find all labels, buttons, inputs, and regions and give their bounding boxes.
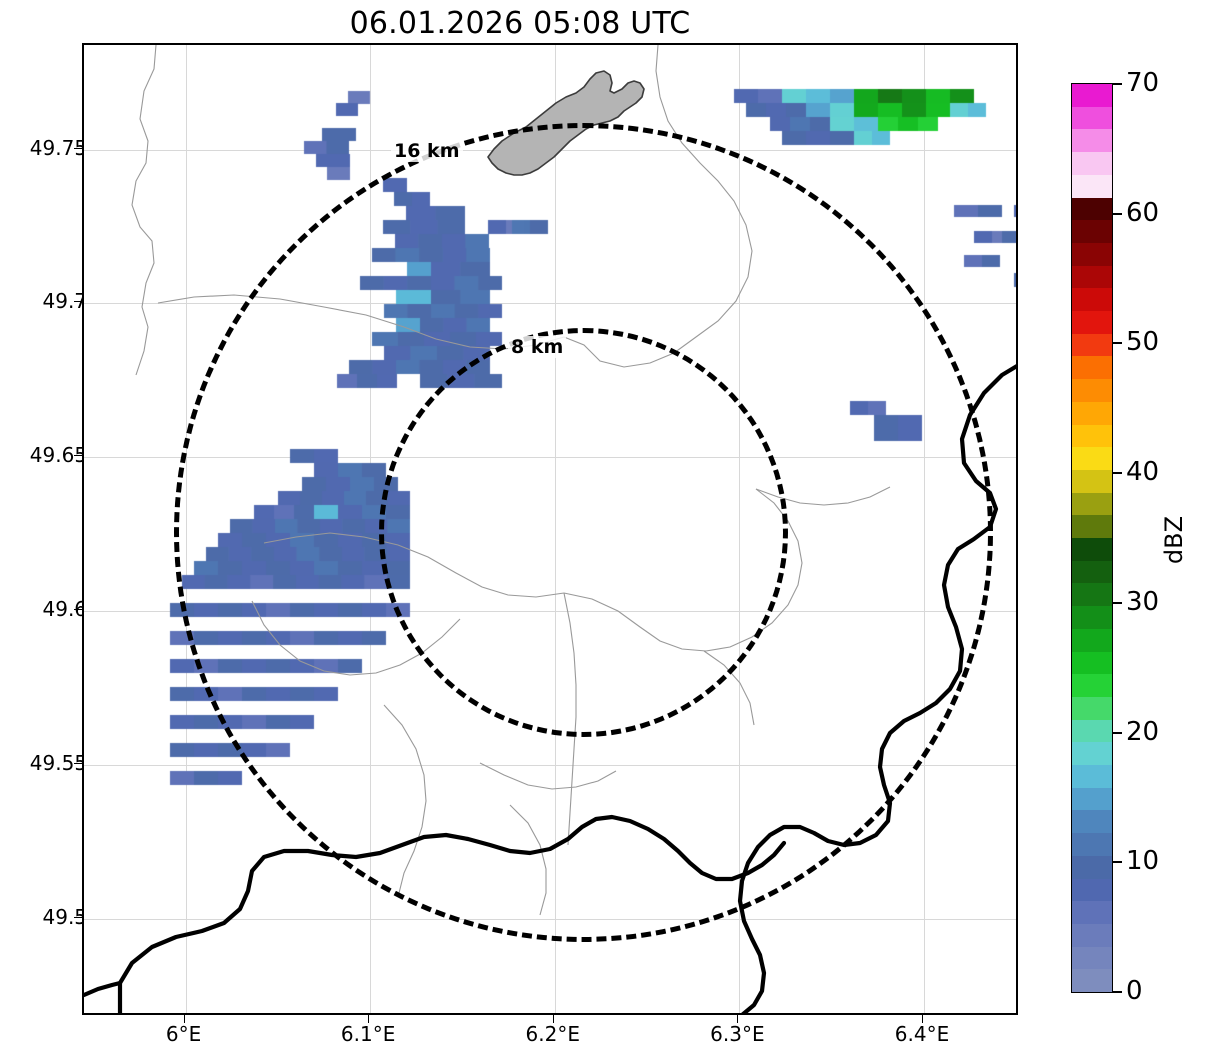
colorbar-band	[1072, 379, 1112, 402]
map-axes[interactable]: 16 km 8 km	[82, 43, 1018, 1015]
colorbar-tickmark	[1113, 342, 1122, 345]
colorbar-band	[1072, 152, 1112, 175]
longitude-tick-label-4: 6.4°E	[894, 1022, 950, 1046]
y-tickmark	[74, 762, 82, 764]
y-tickmark	[74, 916, 82, 918]
colorbar-tick-label-30: 30	[1126, 586, 1160, 617]
longitude-tick-label-2: 6.2°E	[525, 1022, 580, 1046]
colorbar-tickmark	[1113, 601, 1122, 604]
colorbar-band	[1072, 583, 1112, 607]
colorbar-band	[1072, 628, 1112, 652]
longitude-tick-label-0: 6°E	[165, 1022, 202, 1046]
colorbar-tick-label-60: 60	[1126, 197, 1160, 228]
colorbar-tickmark	[1113, 83, 1122, 85]
y-tickmark	[74, 147, 82, 149]
range-ring-16km	[173, 122, 993, 943]
colorbar-tickmark	[1113, 861, 1122, 864]
range-ring-label-8km: 8 km	[508, 336, 567, 358]
x-tickmark	[922, 1015, 923, 1023]
colorbar-tickmark	[1113, 472, 1122, 475]
colorbar-band	[1072, 469, 1112, 493]
colorbar-band	[1072, 174, 1112, 198]
y-tickmark	[74, 301, 82, 303]
colorbar-band	[1072, 606, 1112, 629]
colorbar-band	[1072, 833, 1112, 856]
colorbar-band	[1072, 288, 1112, 311]
range-ring-8km	[378, 327, 789, 738]
colorbar-band	[1072, 878, 1112, 902]
colorbar-band	[1072, 311, 1112, 334]
colorbar-band	[1072, 333, 1112, 357]
colorbar-tick-label-40: 40	[1126, 457, 1160, 488]
colorbar-band	[1072, 969, 1112, 992]
colorbar-band	[1072, 197, 1112, 221]
page-title: 06.01.2026 05:08 UTC	[349, 6, 691, 41]
colorbar-band	[1072, 515, 1112, 538]
colorbar-band	[1072, 901, 1112, 924]
colorbar-band	[1072, 923, 1112, 947]
x-tickmark	[737, 1015, 739, 1023]
x-tickmark	[368, 1015, 370, 1023]
colorbar-band	[1072, 242, 1112, 266]
colorbar-tickmark	[1113, 991, 1122, 993]
colorbar-band	[1072, 946, 1112, 970]
colorbar-tick-label-50: 50	[1126, 327, 1160, 358]
colorbar-tickmark	[1113, 731, 1122, 734]
colorbar-band	[1072, 538, 1112, 561]
colorbar-band	[1072, 401, 1112, 425]
colorbar-tickmark	[1113, 212, 1122, 215]
colorbar-band	[1072, 787, 1112, 811]
colorbar[interactable]	[1071, 83, 1113, 993]
y-tickmark	[74, 608, 82, 610]
colorbar-band	[1072, 84, 1112, 107]
colorbar-band	[1072, 220, 1112, 243]
colorbar-band	[1072, 855, 1112, 879]
colorbar-tick-label-10: 10	[1126, 846, 1160, 877]
colorbar-band	[1072, 356, 1112, 380]
colorbar-band	[1072, 719, 1112, 743]
colorbar-band	[1072, 129, 1112, 153]
colorbar-band	[1072, 492, 1112, 516]
colorbar-band	[1072, 447, 1112, 470]
longitude-tick-label-1: 6.1°E	[340, 1022, 396, 1046]
colorbar-band	[1072, 651, 1112, 675]
colorbar-band	[1072, 765, 1112, 788]
x-tickmark	[552, 1015, 554, 1023]
colorbar-band	[1072, 810, 1112, 834]
colorbar-band	[1072, 674, 1112, 697]
colorbar-title: dBZ	[1160, 515, 1188, 565]
colorbar-band	[1072, 742, 1112, 765]
colorbar-band	[1072, 696, 1112, 720]
colorbar-tick-label-20: 20	[1126, 716, 1160, 747]
colorbar-tick-label-70: 70	[1126, 68, 1160, 98]
range-ring-label-16km: 16 km	[391, 140, 463, 162]
colorbar-band	[1072, 424, 1112, 448]
colorbar-tick-label-0: 0	[1126, 976, 1143, 1006]
colorbar-band	[1072, 106, 1112, 130]
map-clip: 16 km 8 km	[84, 45, 1016, 1013]
longitude-tick-label-3: 6.3°E	[710, 1022, 765, 1046]
y-tickmark	[74, 455, 82, 457]
colorbar-band	[1072, 265, 1112, 289]
colorbar-band	[1072, 560, 1112, 584]
x-tickmark	[183, 1015, 185, 1023]
